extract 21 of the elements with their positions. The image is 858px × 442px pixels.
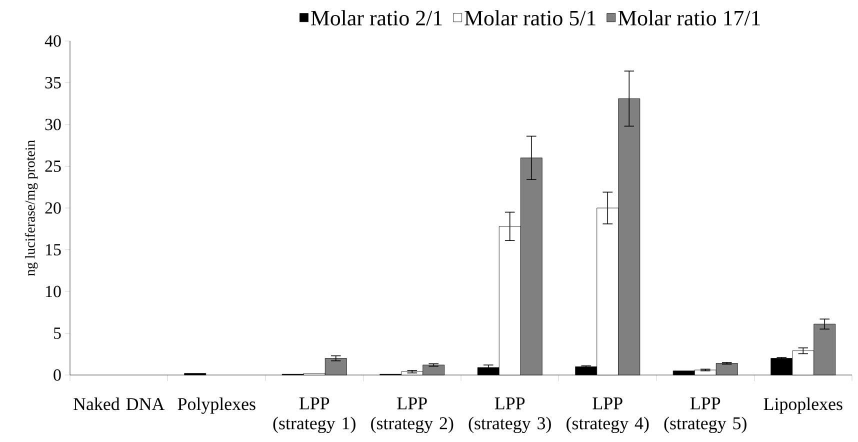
legend-label: Molar ratio 2/1 (311, 10, 442, 26)
y-tick-label: 0 (54, 369, 61, 381)
y-tick-label: 20 (45, 202, 61, 214)
x-tick-label: Lipoplexes (764, 398, 842, 414)
y-tick-label: 5 (54, 328, 61, 339)
x-tick-label: Naked DNA (74, 398, 165, 410)
legend-label: Molar ratio 5/1 (464, 10, 596, 26)
y-tick-label: 10 (46, 286, 61, 298)
y-tick-label: 25 (45, 160, 61, 172)
x-tick-label: LPP (strategy 3) (468, 398, 551, 434)
legend-label: Molar ratio 17/1 (618, 10, 760, 26)
y-tick-label: 30 (45, 118, 61, 130)
x-tick-label: LPP (strategy 4) (566, 398, 649, 434)
x-tick-label: Polyplexes (178, 398, 256, 414)
x-tick-label: LPP (strategy 1) (273, 398, 356, 434)
y-tick-label: 40 (44, 35, 61, 47)
x-tick-label: LPP (strategy 5) (664, 398, 746, 434)
y-axis-title: ng luciferase/mg protein (24, 140, 38, 276)
y-tick-label: 15 (46, 244, 61, 256)
y-tick-label: 35 (45, 77, 61, 88)
x-tick-label: LPP (strategy 2) (371, 398, 454, 434)
